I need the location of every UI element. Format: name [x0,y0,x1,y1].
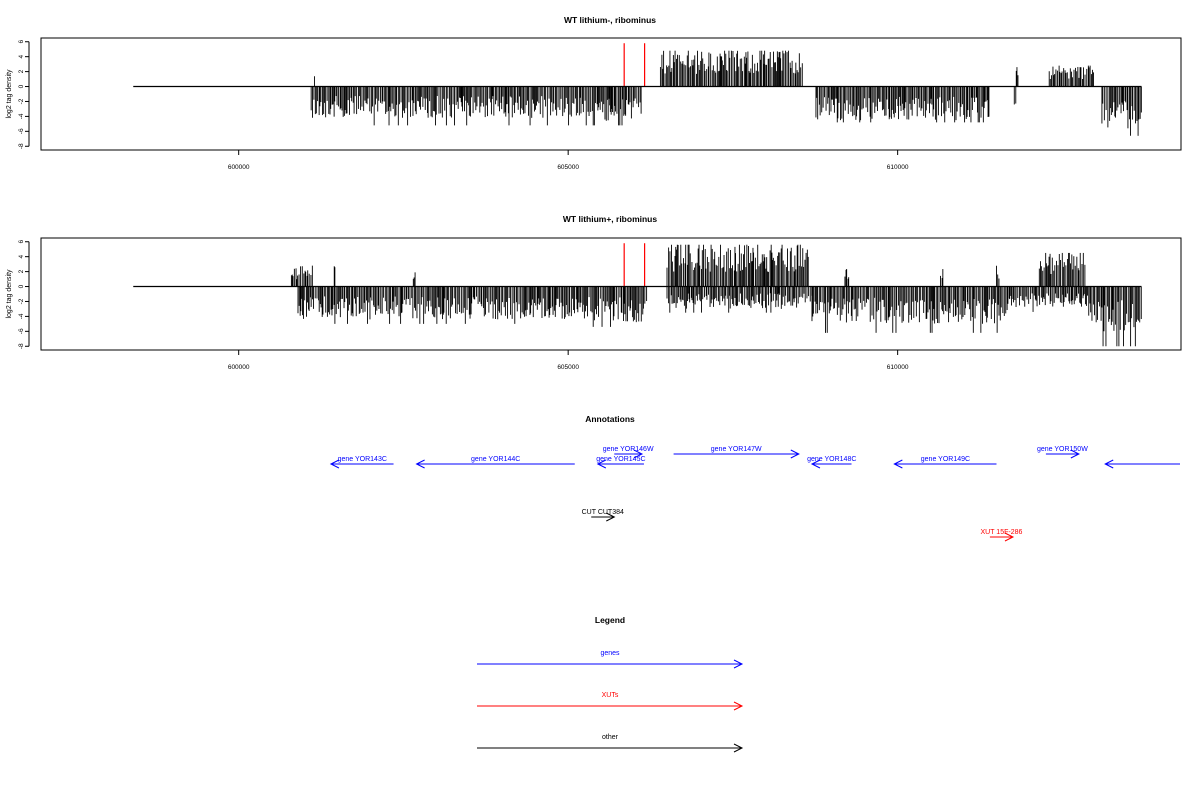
annotation-features: gene YOR143C gene YOR144C gene YOR145C gene… [329,446,1180,542]
density-bars [290,244,1142,347]
gene-label: gene YOR145C [596,456,645,463]
cut-label: CUT CUT384 [582,509,624,516]
y-tick-label: -8 [18,343,25,349]
y-tick-label: 4 [18,254,25,258]
legend-items: genes XUTs other [477,650,744,753]
legend-label: XUTs [602,692,619,699]
red-markers [623,243,646,287]
y-tick-label: -4 [18,313,25,319]
x-axis: 600000 605000 610000 [228,350,909,371]
x-tick-label: 605000 [557,364,579,371]
gene-label: gene YOR144C [471,456,520,463]
y-tick-label: 2 [18,69,25,73]
red-markers [623,43,646,87]
track-panel-lithium-plus: WT lithium+, ribominus log2 tag density … [6,214,1182,371]
plot-frame [40,37,1182,151]
gene-label: gene YOR143C [338,456,387,463]
gene-arrow [614,449,644,459]
annotations-track: Annotations gene YOR143C gene YOR144C gene… [329,414,1180,542]
y-tick-label: 2 [18,269,25,273]
legend-title: Legend [595,615,625,625]
y-axis-label: log2 tag density [6,269,13,319]
gene-arrow [1104,459,1180,469]
xut-label: XUT 15F-286 [980,529,1022,536]
legend-label: genes [600,650,620,657]
y-tick-label: 0 [18,284,25,288]
y-tick-label: 6 [18,40,25,44]
panel-title: WT lithium+, ribominus [563,214,657,224]
gene-label: gene YOR146W [603,446,654,453]
cut-arrow [591,512,616,522]
gene-arrow [673,449,800,459]
legend-arrow-xuts [477,701,744,711]
y-tick-label: -2 [18,298,25,304]
annotations-title: Annotations [585,414,635,424]
y-axis: 6 4 2 0 -2 -4 -6 -8 [18,240,30,349]
gene-arrow [329,459,394,469]
track-panel-lithium-minus: WT lithium-, ribominus log2 tag density … [6,15,1182,171]
x-tick-label: 600000 [228,364,250,371]
gene-label: gene YOR149C [921,456,970,463]
gene-label: gene YOR148C [807,456,856,463]
xut-arrow [989,532,1015,542]
gene-arrow [810,459,852,469]
y-tick-label: 0 [18,84,25,88]
y-tick-label: -6 [18,128,25,134]
x-tick-label: 600000 [228,164,250,171]
legend-arrow-genes [477,659,744,669]
x-tick-label: 610000 [887,164,909,171]
y-axis-label: log2 tag density [6,69,13,119]
y-tick-label: -8 [18,143,25,149]
x-tick-label: 605000 [557,164,579,171]
y-tick-label: 4 [18,54,25,58]
y-tick-label: 6 [18,240,25,244]
gene-arrow [893,459,997,469]
plot-frame [40,237,1182,351]
legend: Legend genes XUTs other [477,615,744,753]
panel-title: WT lithium-, ribominus [564,15,656,25]
x-tick-label: 610000 [887,364,909,371]
gene-label: gene YOR150W [1037,446,1088,453]
y-tick-label: -2 [18,98,25,104]
x-axis: 600000 605000 610000 [228,150,909,171]
gene-arrow [1045,449,1080,459]
density-bars [310,50,1142,136]
legend-arrow-other [477,743,744,753]
y-axis: 6 4 2 0 -2 -4 -6 -8 [18,40,30,149]
gene-label: gene YOR147W [711,446,762,453]
y-tick-label: -4 [18,113,25,119]
gene-arrow [596,459,644,469]
gene-arrow [415,459,575,469]
y-tick-label: -6 [18,328,25,334]
legend-label: other [602,734,619,741]
